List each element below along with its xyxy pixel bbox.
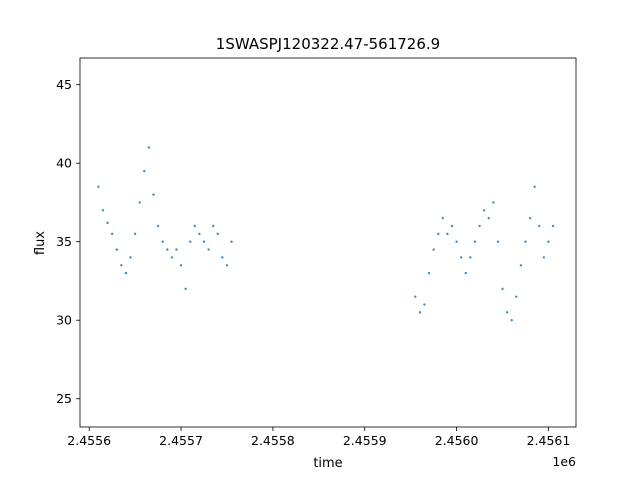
data-point (129, 256, 132, 259)
data-point (432, 248, 435, 251)
x-tick-label: 2.4560 (435, 433, 479, 448)
data-point (216, 232, 219, 236)
data-point (551, 224, 555, 228)
data-point (528, 216, 532, 220)
data-point (115, 248, 118, 251)
data-point (441, 216, 445, 220)
data-point (478, 224, 481, 228)
data-point (101, 209, 105, 212)
data-point (427, 271, 431, 275)
data-point (230, 240, 233, 243)
x-tick-label: 2.4559 (343, 433, 387, 448)
data-point (501, 287, 504, 291)
data-point (418, 311, 422, 314)
scatter-points (97, 146, 555, 322)
data-point (505, 311, 509, 314)
data-point (184, 287, 187, 291)
x-tick-label: 2.4557 (159, 433, 203, 448)
data-point (179, 264, 183, 267)
data-point (207, 248, 210, 251)
data-point (423, 303, 426, 306)
data-point (97, 185, 100, 188)
data-point (469, 256, 472, 259)
data-point (170, 256, 174, 259)
y-tick-label: 25 (56, 391, 72, 406)
data-point (202, 240, 206, 243)
y-axis-ticks: 25 30 35 40 45 (56, 77, 80, 406)
data-point (124, 271, 128, 275)
data-point (455, 240, 458, 243)
data-point (166, 248, 169, 251)
data-point (464, 271, 467, 275)
data-point (138, 201, 141, 204)
data-point (496, 240, 500, 243)
data-point (492, 201, 495, 204)
x-axis-offset-label: 1e6 (552, 454, 576, 469)
data-point (473, 240, 477, 243)
data-point (211, 224, 215, 228)
x-tick-label: 2.4558 (251, 433, 295, 448)
data-point (198, 232, 201, 236)
data-point (524, 240, 527, 243)
data-point (143, 169, 146, 173)
data-point (450, 224, 454, 228)
data-point (156, 224, 160, 228)
data-point (189, 240, 192, 243)
data-point (147, 146, 151, 149)
data-point (515, 295, 518, 298)
data-point (414, 295, 417, 298)
y-tick-label: 45 (56, 77, 72, 92)
data-point (106, 221, 109, 225)
data-point (538, 224, 541, 228)
x-axis-ticks: 2.4556 2.4557 2.4558 2.4559 2.4560 2.4561 (67, 427, 570, 448)
chart-title: 1SWASPJ120322.47-561726.9 (216, 35, 440, 53)
y-tick-label: 40 (56, 156, 72, 171)
plot-frame (79, 57, 577, 428)
data-point (437, 232, 440, 236)
data-point (110, 232, 114, 236)
y-axis-title: flux (33, 231, 48, 255)
data-point (161, 240, 164, 243)
data-point (193, 224, 197, 228)
y-tick-label: 35 (56, 234, 72, 249)
data-point (175, 248, 178, 251)
data-point (152, 193, 155, 196)
x-tick-label: 2.4556 (67, 433, 111, 448)
data-point (459, 256, 463, 259)
data-point (547, 240, 550, 243)
data-point (225, 264, 229, 267)
data-point (519, 264, 523, 267)
data-point (510, 319, 513, 322)
data-point (133, 232, 137, 236)
data-point (533, 185, 536, 188)
data-point (221, 256, 224, 259)
data-point (446, 232, 449, 236)
data-point (542, 256, 546, 259)
data-point (482, 209, 486, 212)
y-tick-label: 30 (56, 313, 72, 328)
x-axis-title: time (313, 456, 342, 471)
data-point (120, 264, 123, 267)
data-point (487, 216, 490, 220)
x-tick-label: 2.4561 (527, 433, 571, 448)
